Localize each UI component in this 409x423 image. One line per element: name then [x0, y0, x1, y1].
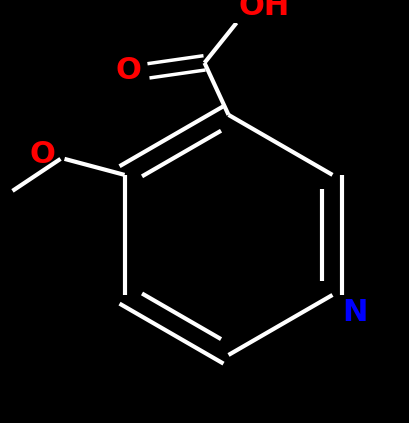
Text: N: N	[342, 299, 367, 327]
Text: O: O	[29, 140, 56, 169]
Text: O: O	[115, 56, 142, 85]
Text: OH: OH	[239, 0, 290, 21]
